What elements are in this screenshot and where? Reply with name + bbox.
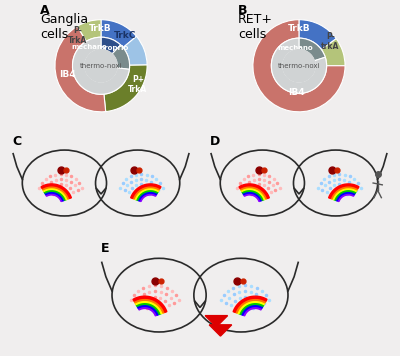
Text: B: B xyxy=(238,4,248,17)
Circle shape xyxy=(85,49,117,82)
Polygon shape xyxy=(138,191,157,201)
Polygon shape xyxy=(46,193,63,201)
Polygon shape xyxy=(233,296,267,312)
Polygon shape xyxy=(136,189,158,200)
Polygon shape xyxy=(138,307,157,316)
Wedge shape xyxy=(104,65,147,111)
Polygon shape xyxy=(243,307,262,316)
Polygon shape xyxy=(133,296,167,312)
Text: IB4: IB4 xyxy=(288,88,305,97)
Wedge shape xyxy=(72,37,129,94)
Text: RET+
cells: RET+ cells xyxy=(238,13,273,41)
Polygon shape xyxy=(243,191,262,201)
Polygon shape xyxy=(334,189,356,200)
Wedge shape xyxy=(77,20,101,41)
Polygon shape xyxy=(241,304,263,315)
Text: P+
TrkA: P+ TrkA xyxy=(128,75,148,94)
Text: Ganglia
cells: Ganglia cells xyxy=(40,13,88,41)
Polygon shape xyxy=(239,184,269,198)
Text: IB4: IB4 xyxy=(60,69,76,79)
Text: TrkB: TrkB xyxy=(288,24,310,33)
Polygon shape xyxy=(336,191,355,201)
Text: thermo-noxi: thermo-noxi xyxy=(278,63,320,69)
Polygon shape xyxy=(239,302,264,314)
Polygon shape xyxy=(137,304,159,315)
Wedge shape xyxy=(299,38,325,61)
Text: mechano: mechano xyxy=(72,44,107,50)
Text: thermo-noxi: thermo-noxi xyxy=(80,63,122,69)
Wedge shape xyxy=(112,45,130,69)
Polygon shape xyxy=(235,298,266,313)
Wedge shape xyxy=(299,20,336,49)
Wedge shape xyxy=(101,20,136,47)
Text: P-
trkA: P- trkA xyxy=(321,32,340,51)
Wedge shape xyxy=(271,38,327,93)
Polygon shape xyxy=(42,186,70,199)
Polygon shape xyxy=(43,188,68,200)
Polygon shape xyxy=(244,193,261,201)
Polygon shape xyxy=(44,189,66,200)
Text: proprio: proprio xyxy=(99,45,128,51)
Wedge shape xyxy=(321,39,345,66)
Polygon shape xyxy=(134,188,159,200)
Wedge shape xyxy=(253,20,345,112)
Polygon shape xyxy=(242,189,264,200)
Wedge shape xyxy=(123,36,147,65)
Text: TrkB: TrkB xyxy=(89,25,112,33)
Polygon shape xyxy=(240,186,268,199)
Text: C: C xyxy=(12,135,21,148)
Text: D: D xyxy=(210,135,220,148)
Polygon shape xyxy=(237,300,265,314)
Text: E: E xyxy=(101,242,109,255)
Text: P-
TrkA: P- TrkA xyxy=(68,26,88,45)
Polygon shape xyxy=(332,188,357,200)
Wedge shape xyxy=(55,26,106,112)
Polygon shape xyxy=(139,193,156,201)
Polygon shape xyxy=(41,184,71,198)
Polygon shape xyxy=(330,186,358,199)
Text: TrkC: TrkC xyxy=(114,31,136,40)
Polygon shape xyxy=(135,300,163,314)
Circle shape xyxy=(283,49,315,82)
Polygon shape xyxy=(209,325,232,336)
Polygon shape xyxy=(337,193,354,201)
Polygon shape xyxy=(132,186,160,199)
Polygon shape xyxy=(136,302,161,314)
Polygon shape xyxy=(241,188,266,200)
Text: A: A xyxy=(40,4,50,17)
Text: mechano: mechano xyxy=(278,45,313,51)
Polygon shape xyxy=(329,184,359,198)
Polygon shape xyxy=(45,191,64,201)
Polygon shape xyxy=(134,298,165,313)
Polygon shape xyxy=(205,316,228,327)
Wedge shape xyxy=(101,37,120,54)
Polygon shape xyxy=(131,184,161,198)
